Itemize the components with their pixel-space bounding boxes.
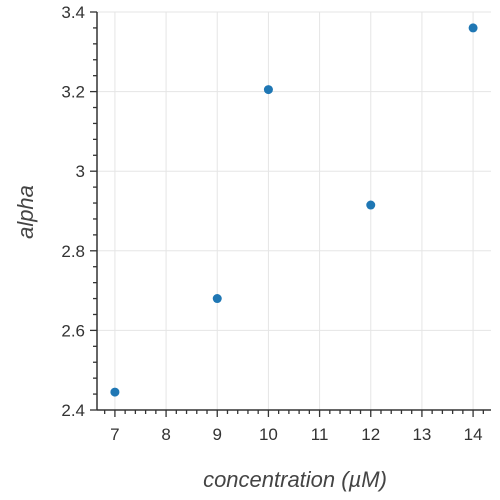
y-tick-label: 3.2 [61, 83, 85, 102]
data-point [468, 23, 478, 33]
y-tick-label: 2.6 [61, 321, 85, 340]
grid [97, 11, 491, 411]
x-axis-title: concentration (µM) [203, 467, 387, 492]
data-point [366, 200, 376, 210]
x-tick-label: 8 [161, 425, 170, 444]
tick-labels: 7 8 9 10 11 12 13 14 2.4 2.6 2.8 3 3.2 3.4 [61, 3, 482, 444]
data-points [110, 23, 478, 397]
x-tick-label: 10 [259, 425, 278, 444]
axes [96, 12, 491, 411]
y-tick-label: 3 [76, 162, 85, 181]
data-point [263, 85, 273, 95]
y-tick-label: 3.4 [61, 3, 85, 22]
x-tick-label: 13 [412, 425, 431, 444]
y-tick-label: 2.8 [61, 242, 85, 261]
y-axis-title: alpha [13, 185, 38, 239]
data-point [212, 294, 222, 304]
x-tick-label: 12 [361, 425, 380, 444]
data-point [110, 387, 120, 397]
x-tick-label: 11 [311, 425, 329, 444]
y-tick-label: 2.4 [61, 401, 85, 420]
x-tick-label: 9 [213, 425, 222, 444]
ticks [90, 11, 484, 417]
x-tick-label: 14 [464, 425, 483, 444]
x-tick-label: 7 [110, 425, 119, 444]
